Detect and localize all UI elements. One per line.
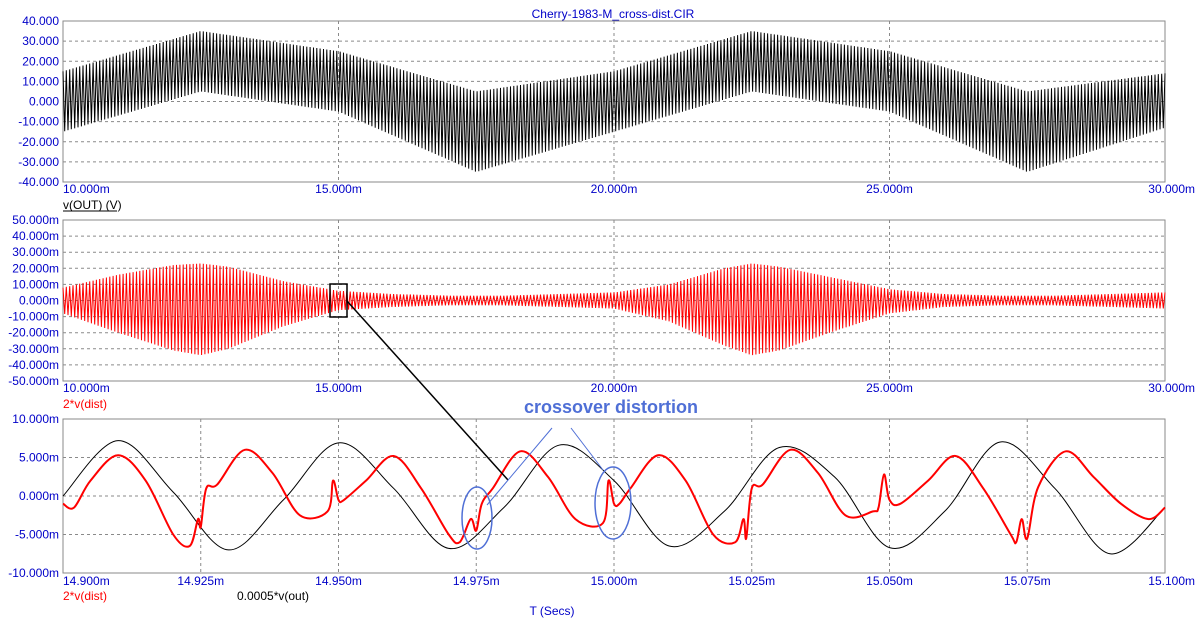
y-tick-label: 10.000m xyxy=(12,412,59,426)
panel-zoom-legend-dist: 2*v(dist) xyxy=(63,589,107,603)
x-tick-label: 15.050m xyxy=(866,574,913,588)
distortion-highlight-right xyxy=(594,466,632,540)
x-tick-label: 15.000m xyxy=(315,381,362,395)
panel-dist: 50.000m 40.000m 30.000m 20.000m 10.000m 0.000… xyxy=(8,213,1195,411)
y-tick-label: 10.000 xyxy=(22,74,59,88)
vout-scaled-trace xyxy=(62,440,1166,555)
x-tick-label: 15.000m xyxy=(315,182,362,196)
x-tick-label: 30.000m xyxy=(1148,182,1195,196)
crossover-distortion-label: crossover distortion xyxy=(524,397,698,417)
dist-zoom-trace xyxy=(62,448,1166,548)
annotation-pointer-right xyxy=(570,427,604,471)
y-tick-label: 0.000 xyxy=(29,95,59,109)
x-tick-label: 15.100m xyxy=(1148,574,1195,588)
chart-title: Cherry-1983-M_cross-dist.CIR xyxy=(532,7,695,21)
panel-vout-legend: v(OUT) (V) xyxy=(63,198,122,212)
annotation-pointer-left xyxy=(486,427,553,506)
x-tick-label: 20.000m xyxy=(591,182,638,196)
panel-vout-y-ticks: 40.000 30.000 20.000 10.000 0.000 -10.000 -20.… xyxy=(18,14,59,189)
panel-zoom-y-ticks: 10.000m 5.000m 0.000m -5.000m -10.000m xyxy=(8,412,59,580)
panel-zoom: 10.000m 5.000m 0.000m -5.000m -10.000m 14.90… xyxy=(8,412,1195,618)
panel-vout: 40.000 30.000 20.000 10.000 0.000 -10.000 -20.… xyxy=(18,14,1195,212)
y-tick-label: 50.000m xyxy=(12,213,59,227)
y-tick-label: -40.000m xyxy=(8,358,59,372)
y-tick-label: 20.000 xyxy=(22,54,59,68)
x-tick-label: 14.900m xyxy=(63,574,110,588)
y-tick-label: -50.000m xyxy=(8,374,59,388)
y-tick-label: 30.000m xyxy=(12,245,59,259)
y-tick-label: 5.000m xyxy=(19,451,59,465)
x-tick-label: 30.000m xyxy=(1148,381,1195,395)
distortion-highlight-left xyxy=(461,486,493,550)
y-tick-label: 40.000m xyxy=(12,229,59,243)
y-tick-label: -5.000m xyxy=(15,528,59,542)
x-tick-label: 10.000m xyxy=(63,182,110,196)
panel-dist-legend: 2*v(dist) xyxy=(63,397,107,411)
y-tick-label: 10.000m xyxy=(12,277,59,291)
x-axis-title: T (Secs) xyxy=(529,604,574,618)
vout-trace xyxy=(62,31,1166,172)
y-tick-label: -30.000 xyxy=(18,155,59,169)
panel-dist-grid xyxy=(63,220,1165,381)
dist-trace xyxy=(62,263,1166,356)
y-tick-label: 20.000m xyxy=(12,261,59,275)
panel-vout-x-ticks: 10.000m 15.000m 20.000m 25.000m 30.000m xyxy=(63,182,1195,196)
zoom-connector-line xyxy=(346,300,509,481)
y-tick-label: -10.000m xyxy=(8,566,59,580)
x-tick-label: 10.000m xyxy=(63,381,110,395)
x-tick-label: 14.925m xyxy=(177,574,224,588)
panel-dist-x-ticks: 10.000m 15.000m 20.000m 25.000m 30.000m xyxy=(63,381,1195,395)
x-tick-label: 14.975m xyxy=(453,574,500,588)
x-tick-label: 25.000m xyxy=(866,182,913,196)
y-tick-label: 40.000 xyxy=(22,14,59,28)
y-tick-label: -10.000 xyxy=(18,115,59,129)
y-tick-label: 30.000 xyxy=(22,34,59,48)
y-tick-label: -20.000m xyxy=(8,326,59,340)
panel-dist-y-ticks: 50.000m 40.000m 30.000m 20.000m 10.000m 0.000… xyxy=(8,213,59,388)
y-tick-label: -30.000m xyxy=(8,342,59,356)
x-tick-label: 15.000m xyxy=(591,574,638,588)
zoom-region-box xyxy=(329,283,348,318)
y-tick-label: -40.000 xyxy=(18,175,59,189)
panel-zoom-x-ticks: 14.900m 14.925m 14.950m 14.975m 15.000m 15.02… xyxy=(63,574,1195,588)
panel-zoom-legend-out: 0.0005*v(out) xyxy=(237,589,309,603)
y-tick-label: 0.000m xyxy=(19,489,59,503)
x-tick-label: 14.950m xyxy=(315,574,362,588)
y-tick-label: 0.000m xyxy=(19,294,59,308)
x-tick-label: 15.075m xyxy=(1004,574,1051,588)
x-tick-label: 25.000m xyxy=(866,381,913,395)
x-tick-label: 20.000m xyxy=(591,381,638,395)
y-tick-label: -10.000m xyxy=(8,310,59,324)
y-tick-label: -20.000 xyxy=(18,135,59,149)
x-tick-label: 15.025m xyxy=(728,574,775,588)
